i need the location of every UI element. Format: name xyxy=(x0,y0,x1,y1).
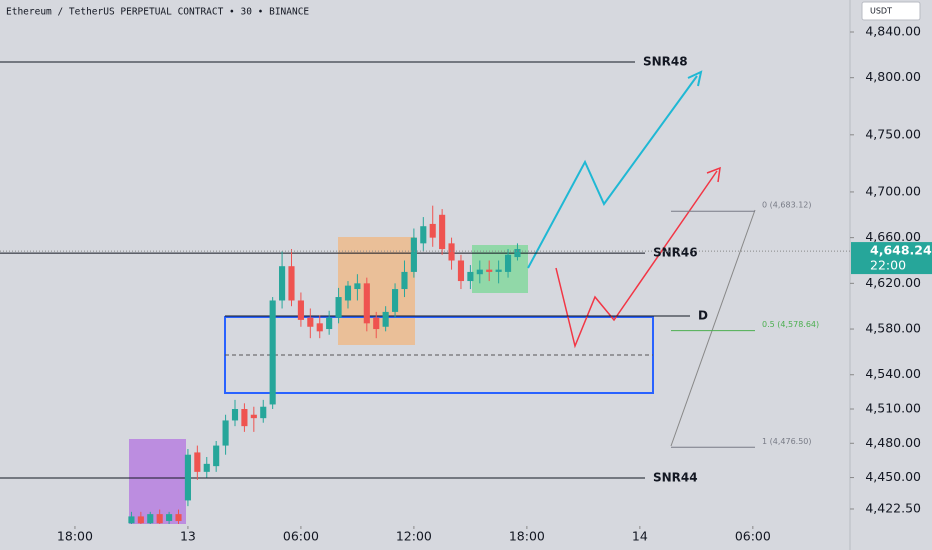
candle-body xyxy=(250,414,257,419)
x-tick-label: 12:00 xyxy=(396,529,432,544)
candle-body xyxy=(231,409,239,421)
candle-body xyxy=(391,289,399,312)
arrow-head xyxy=(687,70,703,87)
candle-body xyxy=(137,516,144,524)
y-tick-label: 4,800.00 xyxy=(865,69,921,84)
y-tick-label: 4,580.00 xyxy=(865,321,921,336)
candle-body xyxy=(288,266,295,301)
y-tick-label: 4,540.00 xyxy=(865,366,921,381)
x-tick-label: 18:00 xyxy=(509,529,545,544)
chart-title: Ethereum / TetherUS PERPETUAL CONTRACT •… xyxy=(6,7,309,18)
candle-body xyxy=(241,409,248,427)
level-label: SNR44 xyxy=(653,471,698,485)
candle-body xyxy=(175,514,182,521)
fib-label: 0.5 (4,578.64) xyxy=(762,320,819,329)
candle-body xyxy=(344,285,352,301)
candle-body xyxy=(420,226,427,244)
candle-body xyxy=(354,283,361,290)
projection-alt xyxy=(555,170,718,349)
candle-body xyxy=(166,514,173,521)
candle-body xyxy=(467,271,474,282)
candle-body xyxy=(486,269,493,272)
level-label: SNR46 xyxy=(653,246,698,260)
candle-body xyxy=(203,463,210,472)
currency-button[interactable] xyxy=(861,1,921,21)
countdown: 22:00 xyxy=(870,258,906,273)
y-tick-label: 4,840.00 xyxy=(865,23,921,38)
currency-label[interactable]: USDT xyxy=(870,7,892,16)
candle-body xyxy=(448,243,455,261)
candle-body xyxy=(439,214,446,250)
candle-body xyxy=(128,516,135,524)
candle-body xyxy=(147,514,154,524)
purple-zone xyxy=(129,439,186,524)
level-label: SNR48 xyxy=(643,55,688,69)
candle-body xyxy=(326,317,333,330)
arrow-head xyxy=(706,166,721,183)
x-tick-label: 06:00 xyxy=(735,529,771,544)
candle-body xyxy=(429,223,436,238)
x-tick-label: 14 xyxy=(632,529,648,544)
y-tick-label: 4,660.00 xyxy=(865,229,921,244)
x-tick-label: 13 xyxy=(180,529,196,544)
candle-body xyxy=(373,317,380,330)
y-tick-label: 4,510.00 xyxy=(865,401,921,416)
x-tick-label: 18:00 xyxy=(57,529,93,544)
candle-body xyxy=(307,317,314,327)
candle-body xyxy=(213,445,220,467)
candle-body xyxy=(363,283,370,324)
candle-body xyxy=(316,323,323,332)
candle-body xyxy=(260,406,267,419)
candle-body xyxy=(504,254,512,272)
y-tick-label: 4,700.00 xyxy=(865,183,921,198)
fib-trend xyxy=(670,209,756,447)
candle-body xyxy=(514,249,521,258)
y-tick-label: 4,620.00 xyxy=(865,275,921,290)
fib-label: 0 (4,683.12) xyxy=(762,201,812,210)
candle-body xyxy=(222,420,229,446)
candle-body xyxy=(156,514,163,524)
candle-body xyxy=(297,300,304,320)
y-tick-label: 4,750.00 xyxy=(865,126,921,141)
last-price-box xyxy=(851,242,932,275)
candle-body xyxy=(401,271,408,290)
candle-body xyxy=(495,269,502,272)
candle-body xyxy=(476,269,483,275)
y-tick-label: 4,422.50 xyxy=(865,500,921,515)
y-tick-label: 4,450.00 xyxy=(865,469,921,484)
candle-body xyxy=(184,454,191,501)
level-label: D xyxy=(698,309,708,323)
candle-body xyxy=(269,300,276,405)
x-tick-label: 06:00 xyxy=(283,529,319,544)
candle-body xyxy=(194,452,201,472)
y-tick-label: 4,480.00 xyxy=(865,435,921,450)
fib-label: 1 (4,476.50) xyxy=(762,437,812,446)
projection-up xyxy=(527,75,698,269)
candle-body xyxy=(457,260,465,282)
last-price-label: 4,648.24 xyxy=(870,243,932,258)
candle-body xyxy=(279,266,286,301)
candle-body xyxy=(410,237,417,272)
plot xyxy=(0,61,755,524)
candle-body xyxy=(335,297,342,318)
candle-body xyxy=(382,311,389,327)
